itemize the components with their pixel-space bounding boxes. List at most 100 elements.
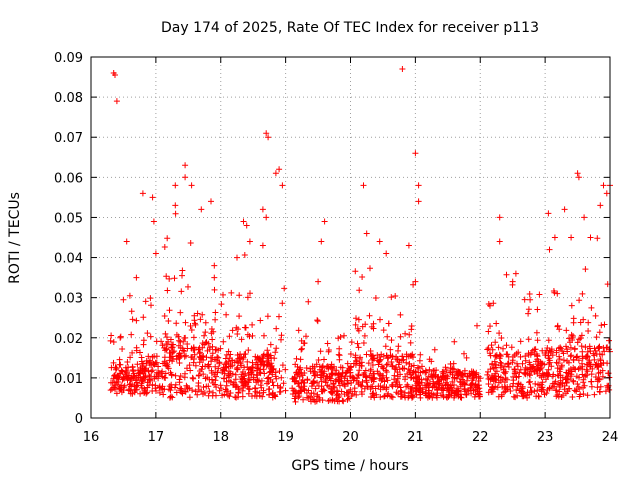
roti-point [276,368,283,375]
roti-point [129,316,136,323]
roti-point [519,388,526,395]
roti-point [202,339,209,346]
roti-point [396,381,403,388]
roti-point [274,382,281,389]
roti-point [334,388,340,395]
roti-point [303,365,310,371]
roti-point [317,348,324,355]
roti-point [324,363,331,370]
roti-point [449,378,456,385]
roti-point [264,380,270,387]
roti-point [182,162,189,169]
roti-point [566,335,572,342]
roti-point [329,390,336,397]
roti-point [488,342,495,349]
roti-point [272,369,279,376]
roti-point [500,345,506,352]
roti-point [495,344,502,351]
roti-point [209,350,216,357]
roti-point [538,374,545,381]
roti-point [172,210,179,217]
roti-point [351,388,358,395]
roti-point [195,346,202,353]
roti-point [384,377,391,384]
roti-point [303,333,309,340]
roti-point [354,325,361,332]
roti-point [117,334,124,341]
roti-point [596,329,603,336]
roti-point [223,351,230,358]
roti-point [553,359,560,366]
roti-point [235,390,242,396]
x-tick-label: 21 [407,430,424,445]
roti-point [486,350,493,357]
roti-point [560,350,567,357]
roti-point [160,391,167,398]
roti-point [575,174,582,181]
roti-point [313,361,320,368]
roti-point [448,390,455,397]
roti-point [576,393,583,400]
roti-point [244,358,251,365]
roti-point [161,244,168,250]
roti-point [455,388,462,395]
roti-point [594,384,601,391]
roti-point [356,367,363,374]
roti-point [549,352,556,359]
roti-point [227,390,234,396]
roti-point [412,150,419,157]
roti-point [164,287,171,294]
roti-point [167,369,174,376]
roti-point [383,352,390,359]
roti-point [545,350,552,356]
roti-point [238,378,245,385]
roti-point [139,377,146,384]
roti-point [334,398,341,405]
roti-point [222,361,228,368]
roti-point [254,361,261,368]
roti-point [181,374,188,381]
roti-point [596,343,603,350]
roti-point [208,326,215,332]
roti-point [169,344,176,351]
roti-point [388,359,395,365]
roti-point [535,358,542,365]
roti-point [215,365,222,372]
roti-point [496,238,503,245]
roti-point [222,355,229,362]
roti-point [142,298,149,305]
roti-point [527,296,534,303]
roti-point [190,375,197,382]
roti-point [186,394,193,401]
roti-point [602,388,609,395]
roti-point [510,373,517,380]
roti-point [549,384,555,391]
roti-point [348,393,355,399]
roti-point [333,367,340,374]
roti-point [392,293,399,299]
roti-point [585,319,592,326]
roti-point [355,344,362,351]
roti-point [295,327,302,334]
roti-point [223,364,230,371]
roti-point [355,316,362,323]
roti-point [599,351,606,358]
roti-point [374,368,381,375]
roti-point [163,346,170,353]
roti-point [597,357,604,364]
roti-point [563,380,570,386]
roti-point [172,384,178,391]
roti-point [258,377,265,384]
roti-point [371,370,377,377]
roti-point [184,365,190,372]
roti-point [584,392,591,399]
roti-point [431,367,438,374]
roti-point [192,362,199,369]
roti-point [196,354,203,361]
roti-point [512,270,519,277]
roti-point [187,323,194,329]
roti-point [321,356,327,363]
roti-point [197,368,203,374]
x-tick-label: 20 [342,430,359,445]
roti-point [117,361,124,368]
